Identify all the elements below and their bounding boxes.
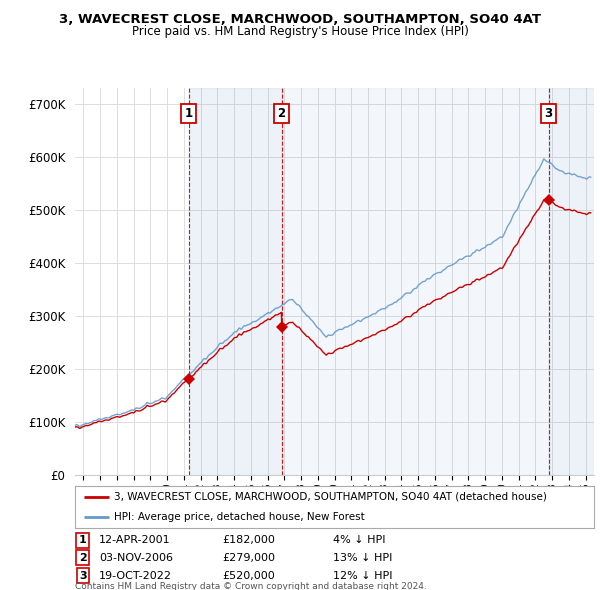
Text: 2: 2 — [278, 107, 286, 120]
Text: 03-NOV-2006: 03-NOV-2006 — [99, 553, 173, 563]
Bar — [548, 88, 594, 475]
Text: 12% ↓ HPI: 12% ↓ HPI — [333, 571, 392, 581]
Text: 1: 1 — [184, 107, 193, 120]
Bar — [188, 88, 281, 475]
Text: 3: 3 — [545, 107, 553, 120]
Text: 3, WAVECREST CLOSE, MARCHWOOD, SOUTHAMPTON, SO40 4AT: 3, WAVECREST CLOSE, MARCHWOOD, SOUTHAMPT… — [59, 13, 541, 26]
Text: £520,000: £520,000 — [222, 571, 275, 581]
Text: 4% ↓ HPI: 4% ↓ HPI — [333, 535, 386, 545]
Text: 13% ↓ HPI: 13% ↓ HPI — [333, 553, 392, 563]
Text: £279,000: £279,000 — [222, 553, 275, 563]
Text: 3: 3 — [79, 571, 86, 581]
Text: 12-APR-2001: 12-APR-2001 — [99, 535, 170, 545]
Text: 3, WAVECREST CLOSE, MARCHWOOD, SOUTHAMPTON, SO40 4AT (detached house): 3, WAVECREST CLOSE, MARCHWOOD, SOUTHAMPT… — [114, 491, 547, 502]
Text: Price paid vs. HM Land Registry's House Price Index (HPI): Price paid vs. HM Land Registry's House … — [131, 25, 469, 38]
Text: £182,000: £182,000 — [222, 535, 275, 545]
Text: 19-OCT-2022: 19-OCT-2022 — [99, 571, 172, 581]
Text: HPI: Average price, detached house, New Forest: HPI: Average price, detached house, New … — [114, 512, 365, 522]
Text: 1: 1 — [79, 535, 86, 545]
Text: 2: 2 — [79, 553, 86, 563]
Text: Contains HM Land Registry data © Crown copyright and database right 2024.
This d: Contains HM Land Registry data © Crown c… — [75, 582, 427, 590]
Bar — [281, 88, 548, 475]
